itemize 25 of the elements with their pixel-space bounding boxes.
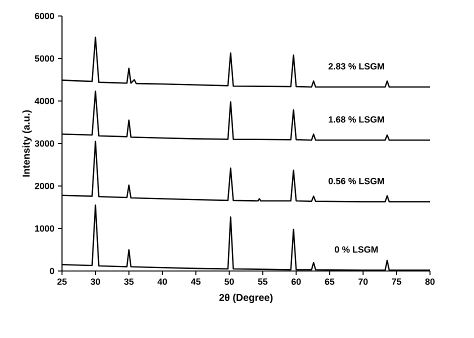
x-tick-label: 45 (190, 278, 201, 285)
x-tick-label: 60 (292, 278, 301, 285)
x-tick-label: 40 (158, 278, 167, 285)
y-axis-title: Intensity (a.u.) (22, 110, 32, 177)
x-tick-label: 75 (392, 278, 402, 285)
x-axis-title: 2θ (Degree) (219, 294, 273, 304)
x-tick-label: 80 (425, 278, 435, 285)
series-label: 1.68 % LSGM (328, 116, 384, 123)
y-tick-label: 3000 (34, 140, 54, 147)
x-tick-label: 35 (124, 278, 134, 285)
y-tick-label: 6000 (34, 12, 54, 20)
y-tick-label: 2000 (34, 182, 54, 190)
y-tick-label: 5000 (34, 55, 54, 62)
y-tick-label: 1000 (35, 225, 54, 232)
x-tick-label: 65 (324, 278, 334, 285)
y-tick-label: 4000 (34, 98, 54, 104)
y-tick-label: 0 (50, 268, 54, 274)
x-tick-label: 55 (258, 278, 268, 285)
x-tick-label: 30 (90, 278, 100, 285)
series-label: 2.83 % LSGM (328, 63, 384, 70)
series-label: 0 % LSGM (334, 246, 378, 253)
x-tick-label: 50 (224, 278, 234, 285)
x-tick-label: 25 (57, 278, 67, 285)
x-tick-label: 70 (358, 278, 368, 285)
series-label: 0.56 % LSGM (328, 178, 384, 184)
